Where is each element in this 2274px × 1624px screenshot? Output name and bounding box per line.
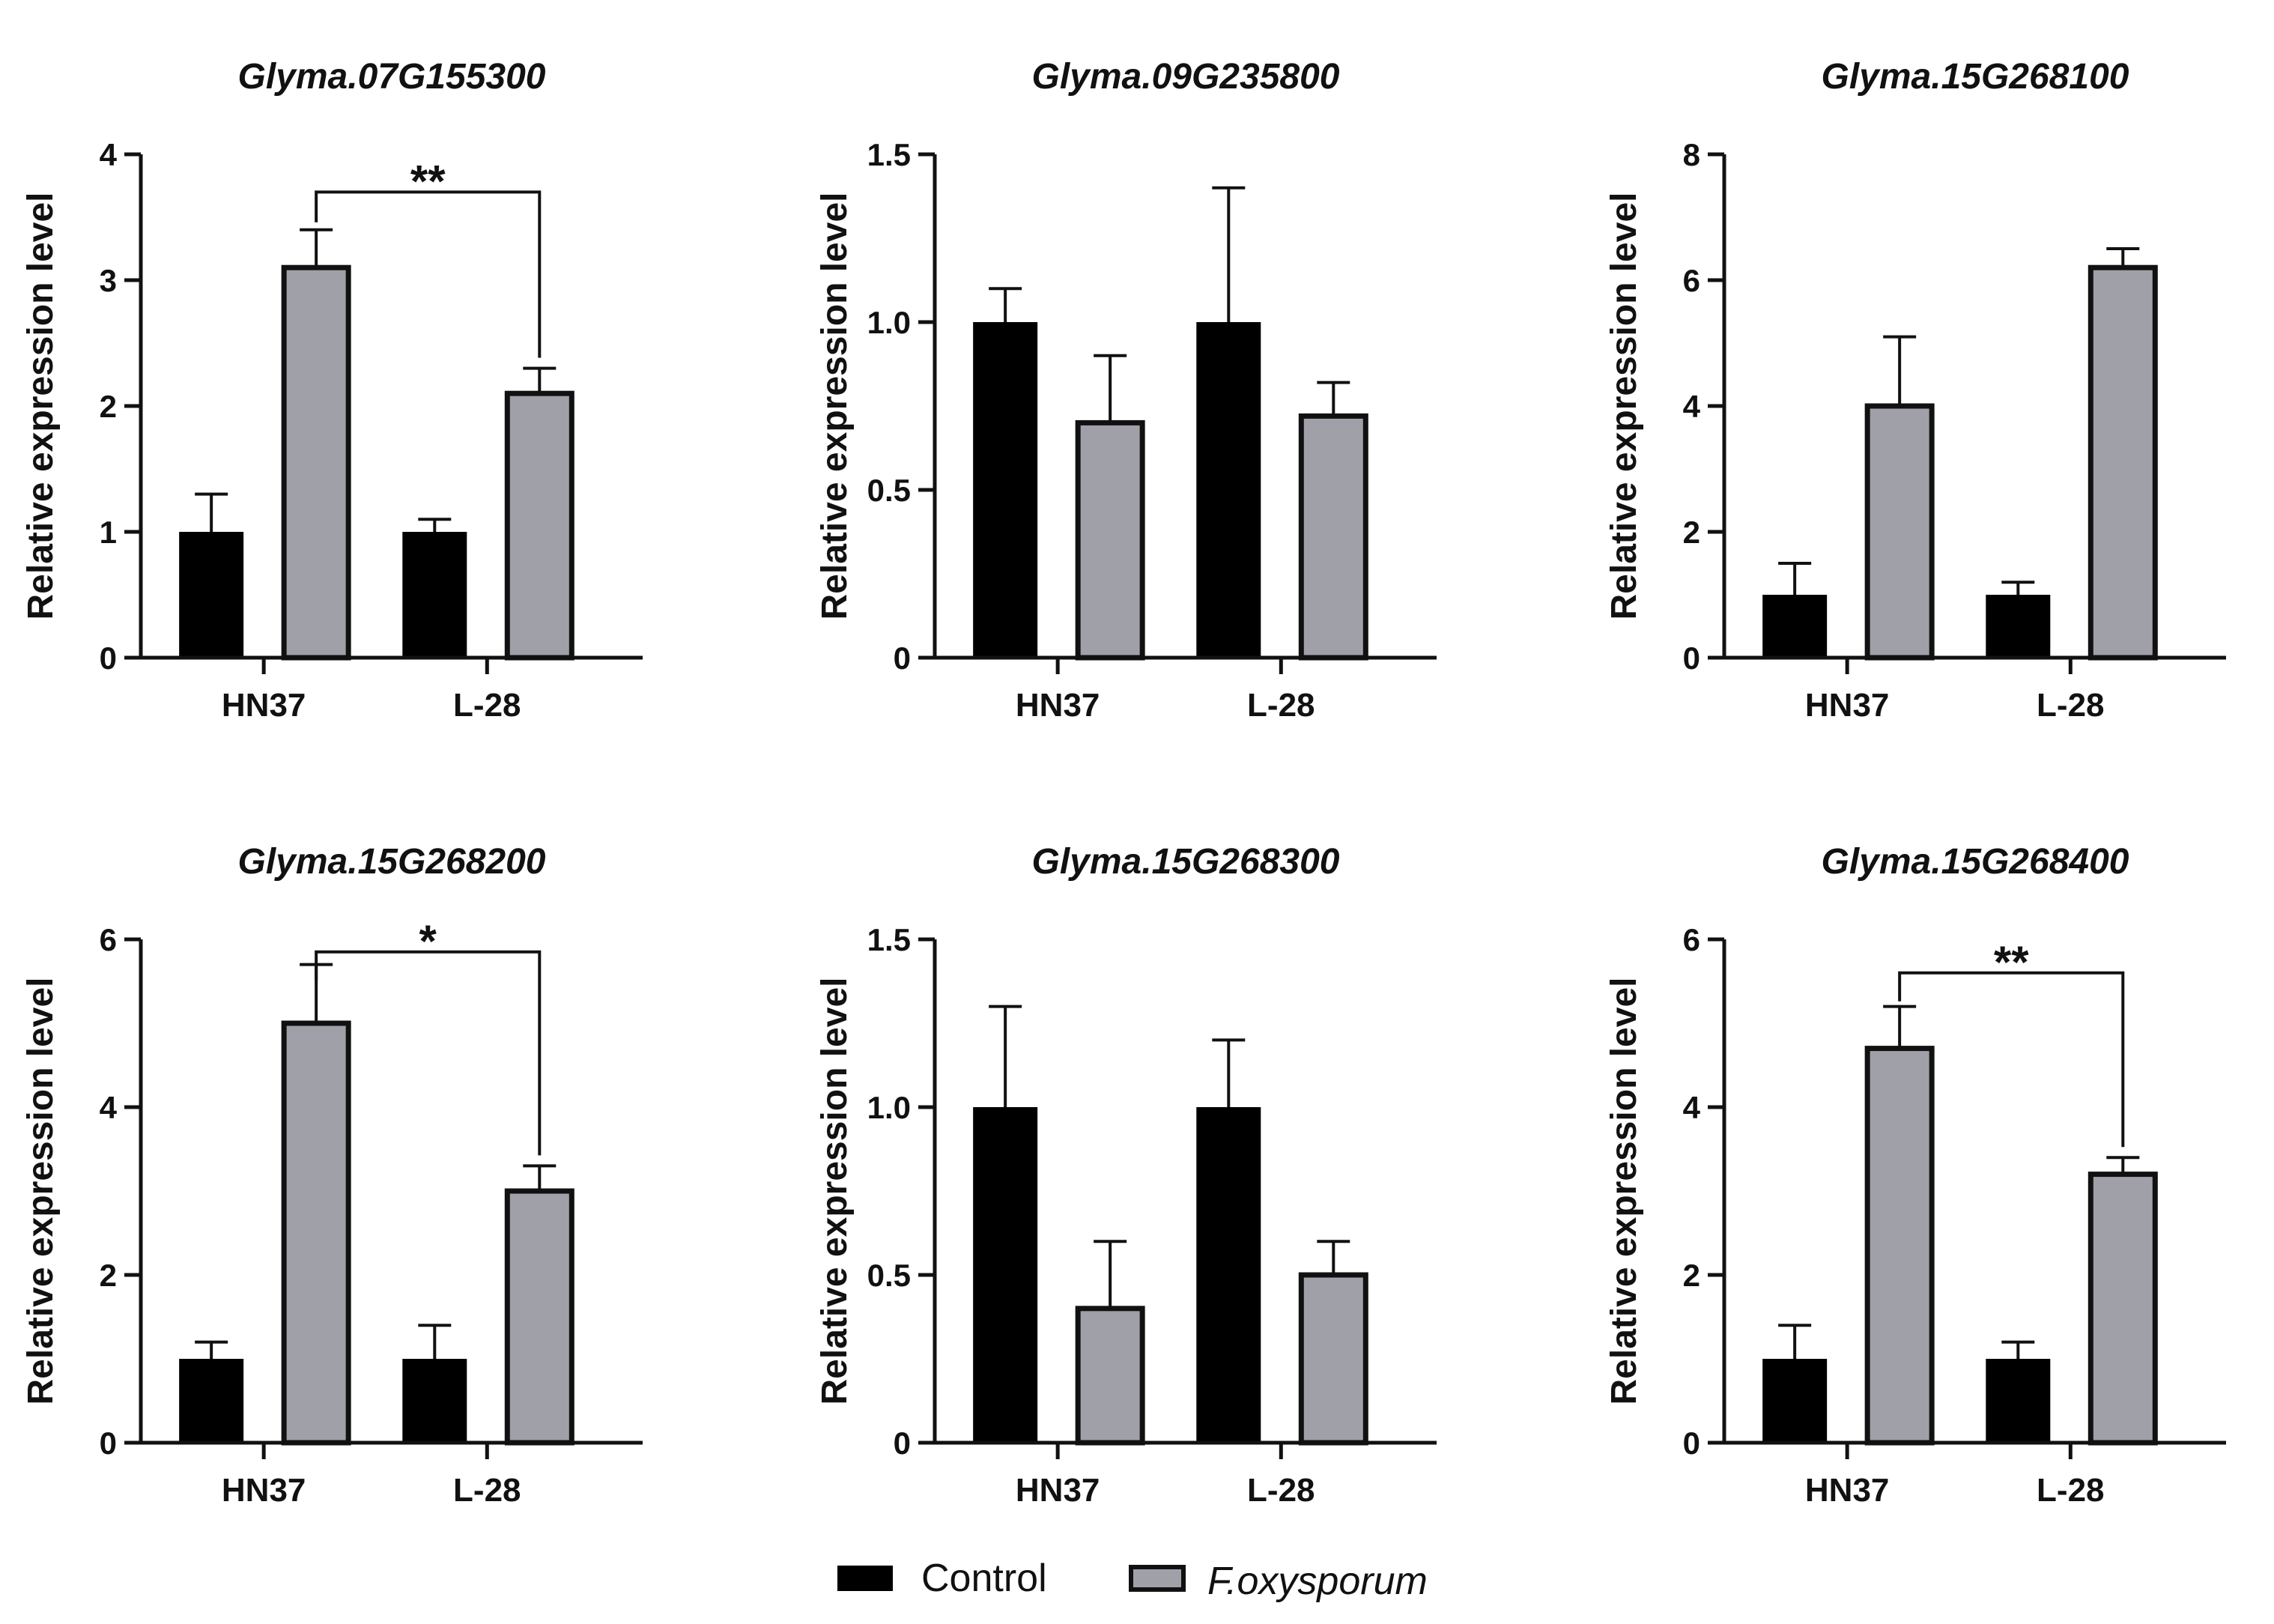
significance-label: ** xyxy=(1994,937,2029,987)
y-tick-label: 2 xyxy=(100,389,117,424)
bar-f-oxysporum-l-28 xyxy=(2087,1172,2158,1446)
significance-bracket xyxy=(315,950,542,1156)
chart-panel-glyma-15g268300: Glyma.15G268300 Relative expression level… xyxy=(815,842,1437,1509)
significance-bracket xyxy=(1898,971,2125,1148)
legend-label-f-oxysporum: F.oxysporum xyxy=(1207,1560,1428,1603)
x-tick-label-l-28: L-28 xyxy=(1247,687,1315,724)
significance-label: * xyxy=(419,916,437,966)
y-tick-label: 0 xyxy=(100,1425,117,1461)
legend-label-control: Control xyxy=(921,1557,1047,1600)
chart-title: Glyma.07G155300 xyxy=(238,57,546,97)
chart-title: Glyma.15G268400 xyxy=(1822,842,2129,882)
bar-control-l-28 xyxy=(1196,322,1261,658)
bar-f-oxysporum-l-28 xyxy=(1298,413,1368,661)
chart-panels: Glyma.07G155300 Relative expression level… xyxy=(21,57,2226,1509)
bar-f-oxysporum-l-28 xyxy=(504,1188,574,1446)
bar-f-oxysporum-hn37 xyxy=(281,264,351,661)
bar-control-hn37 xyxy=(1762,1359,1828,1443)
bar-control-l-28 xyxy=(402,1359,467,1443)
y-tick-label: 1.5 xyxy=(867,137,911,172)
bar-control-l-28 xyxy=(402,532,467,658)
y-tick-label: 0.5 xyxy=(867,473,911,508)
legend-swatch-f-oxysporum xyxy=(1129,1565,1186,1592)
bar-f-oxysporum-l-28 xyxy=(2087,264,2158,661)
chart-panel-glyma-07g155300: Glyma.07G155300 Relative expression level… xyxy=(21,57,643,724)
y-tick-label: 8 xyxy=(1683,137,1700,172)
x-tick-label-l-28: L-28 xyxy=(2037,687,2104,724)
chart-panel-glyma-15g268400: Glyma.15G268400 Relative expression level… xyxy=(1604,842,2226,1509)
bar-f-oxysporum-l-28 xyxy=(1298,1272,1368,1446)
legend: Control F.oxysporum xyxy=(837,1557,1428,1603)
y-tick-label: 2 xyxy=(1683,1258,1700,1293)
y-tick-label: 3 xyxy=(100,263,117,298)
y-tick-label: 1.0 xyxy=(867,305,911,340)
bar-control-l-28 xyxy=(1196,1107,1261,1443)
y-tick-label: 4 xyxy=(100,137,118,172)
y-tick-label: 0 xyxy=(100,640,117,676)
y-tick-label: 2 xyxy=(1683,515,1700,550)
bar-f-oxysporum-hn37 xyxy=(1075,1306,1145,1446)
y-tick-label: 4 xyxy=(1683,389,1701,424)
y-tick-label: 4 xyxy=(100,1090,118,1125)
y-tick-label: 0 xyxy=(894,1425,911,1461)
x-tick-label-l-28: L-28 xyxy=(453,687,521,724)
chart-panel-glyma-09g235800: Glyma.09G235800 Relative expression level… xyxy=(815,57,1437,724)
chart-title: Glyma.15G268200 xyxy=(238,842,546,882)
bar-f-oxysporum-hn37 xyxy=(1075,419,1145,661)
y-tick-label: 0 xyxy=(894,640,911,676)
x-tick-label-hn37: HN37 xyxy=(222,687,306,724)
y-axis-label: Relative expression level xyxy=(21,978,61,1405)
bar-control-hn37 xyxy=(179,532,244,658)
bar-control-hn37 xyxy=(973,322,1038,658)
y-tick-label: 0.5 xyxy=(867,1258,911,1293)
bar-control-hn37 xyxy=(973,1107,1038,1443)
x-tick-label-hn37: HN37 xyxy=(222,1472,306,1509)
y-tick-label: 6 xyxy=(1683,263,1700,298)
bar-control-l-28 xyxy=(1986,1359,2051,1443)
bar-f-oxysporum-hn37 xyxy=(1864,403,1935,661)
y-tick-label: 0 xyxy=(1683,640,1700,676)
chart-panel-glyma-15g268100: Glyma.15G268100 Relative expression level… xyxy=(1604,57,2226,724)
y-axis-label: Relative expression level xyxy=(1604,978,1644,1405)
x-tick-label-hn37: HN37 xyxy=(1016,1472,1100,1509)
y-tick-label: 4 xyxy=(1683,1090,1701,1125)
x-tick-label-hn37: HN37 xyxy=(1016,687,1100,724)
significance-bracket xyxy=(315,190,542,358)
bar-f-oxysporum-hn37 xyxy=(281,1020,351,1446)
y-axis-label: Relative expression level xyxy=(815,193,855,620)
x-tick-label-l-28: L-28 xyxy=(1247,1472,1315,1509)
x-tick-label-l-28: L-28 xyxy=(453,1472,521,1509)
legend-swatch-control xyxy=(837,1566,893,1591)
y-axis-label: Relative expression level xyxy=(1604,193,1644,620)
y-axis-label: Relative expression level xyxy=(815,978,855,1405)
bar-f-oxysporum-l-28 xyxy=(504,390,574,661)
chart-panel-glyma-15g268200: Glyma.15G268200 Relative expression level… xyxy=(21,842,643,1509)
y-tick-label: 0 xyxy=(1683,1425,1700,1461)
chart-title: Glyma.15G268300 xyxy=(1032,842,1340,882)
chart-title: Glyma.15G268100 xyxy=(1822,57,2129,97)
chart-title: Glyma.09G235800 xyxy=(1032,57,1340,97)
y-tick-label: 1.0 xyxy=(867,1090,911,1125)
bar-f-oxysporum-hn37 xyxy=(1864,1046,1935,1446)
bar-control-hn37 xyxy=(179,1359,244,1443)
y-tick-label: 6 xyxy=(1683,922,1700,957)
y-tick-label: 6 xyxy=(100,922,117,957)
x-tick-label-hn37: HN37 xyxy=(1805,687,1890,724)
y-axis-label: Relative expression level xyxy=(21,193,61,620)
significance-label: ** xyxy=(410,156,446,206)
x-tick-label-l-28: L-28 xyxy=(2037,1472,2104,1509)
y-tick-label: 2 xyxy=(100,1258,117,1293)
bar-control-l-28 xyxy=(1986,595,2051,658)
x-tick-label-hn37: HN37 xyxy=(1805,1472,1890,1509)
y-tick-label: 1 xyxy=(100,515,117,550)
y-tick-label: 1.5 xyxy=(867,922,911,957)
bar-control-hn37 xyxy=(1762,595,1828,658)
